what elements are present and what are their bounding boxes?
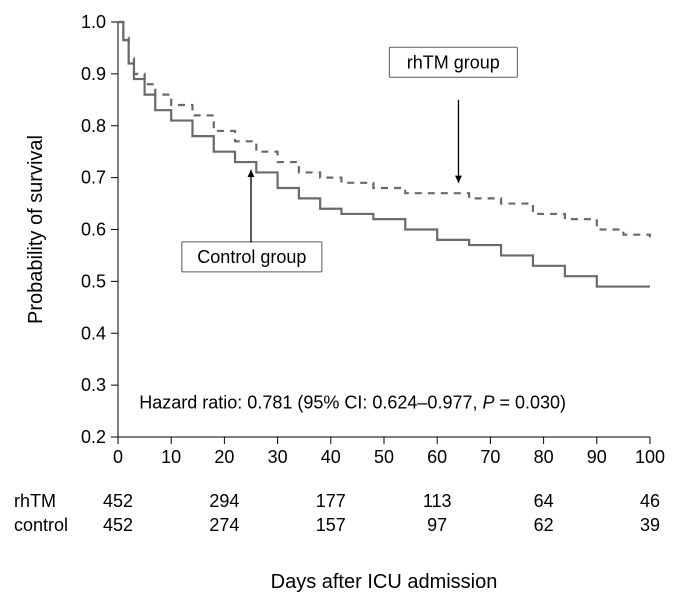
risk-value: 452 [103, 491, 133, 511]
x-tick-label: 100 [635, 447, 665, 467]
x-tick-label: 10 [161, 447, 181, 467]
y-tick-label: 0.2 [81, 427, 106, 447]
risk-value: 62 [534, 515, 554, 535]
risk-value: 177 [316, 491, 346, 511]
y-tick-label: 0.6 [81, 220, 106, 240]
x-tick-label: 60 [427, 447, 447, 467]
rhtm-label: rhTM group [407, 52, 500, 72]
control-label: Control group [197, 247, 306, 267]
x-tick-label: 30 [268, 447, 288, 467]
x-axis-title: Days after ICU admission [271, 571, 498, 593]
y-tick-label: 0.3 [81, 375, 106, 395]
y-axis-title: Probability of survival [25, 135, 47, 324]
risk-value: 157 [316, 515, 346, 535]
x-tick-label: 40 [321, 447, 341, 467]
control-arrow-head [248, 170, 255, 177]
x-tick-label: 80 [534, 447, 554, 467]
risk-value: 294 [209, 491, 239, 511]
y-tick-label: 0.8 [81, 116, 106, 136]
risk-value: 274 [209, 515, 239, 535]
y-tick-label: 1.0 [81, 12, 106, 32]
x-tick-label: 70 [480, 447, 500, 467]
risk-value: 452 [103, 515, 133, 535]
y-tick-label: 0.4 [81, 323, 106, 343]
x-tick-label: 0 [113, 447, 123, 467]
risk-value: 39 [640, 515, 660, 535]
x-tick-label: 90 [587, 447, 607, 467]
hazard-ratio-text: Hazard ratio: 0.781 (95% CI: 0.624–0.977… [139, 392, 566, 412]
x-tick-label: 20 [214, 447, 234, 467]
rhtm-arrow-head [455, 176, 462, 183]
risk-value: 97 [427, 515, 447, 535]
y-tick-label: 0.9 [81, 64, 106, 84]
risk-value: 113 [423, 491, 452, 511]
km-chart: 0.2 0.3 0.4 0.5 0.6 0.7 0.8 0.9 1.0 0 10 20 30 40 50 60… [0, 0, 687, 598]
risk-row-label: rhTM [14, 491, 56, 511]
risk-value: 64 [534, 491, 554, 511]
risk-row-label: control [14, 515, 68, 535]
y-tick-label: 0.5 [81, 271, 106, 291]
x-tick-label: 50 [374, 447, 394, 467]
y-tick-label: 0.7 [81, 168, 106, 188]
rhtm-curve [118, 22, 650, 237]
risk-value: 46 [640, 491, 660, 511]
